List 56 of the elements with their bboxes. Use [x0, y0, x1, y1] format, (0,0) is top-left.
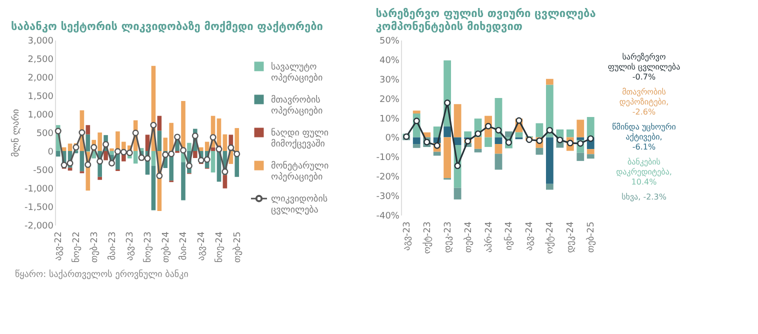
legend-label: სავალუტო ოპერაციები — [271, 61, 323, 84]
y-tick-label: 2,500 — [28, 55, 54, 65]
y-tick-label: -30% — [376, 192, 400, 202]
chart-title: სარეზერვო ფულის თვიური ცვლილება კომპონენტების მიხედვით — [376, 7, 596, 33]
x-tick-label: ნოე-24 — [214, 231, 225, 263]
x-tick-label: აგვ-24 — [525, 221, 536, 251]
chart-title: საბანკო სექტორის ლიკვიდობაზე მოქმედი ფაქტორები — [10, 20, 323, 33]
y-tick-label: -2,000 — [24, 222, 54, 232]
legend-label: მთავრობის ოპერაციები — [271, 94, 323, 116]
x-tick-label: ივნ-24 — [504, 221, 515, 250]
y-tick-label: -500 — [33, 166, 54, 176]
x-tick-label: თებ-24 — [160, 231, 172, 263]
x-tick-label: თებ-24 — [462, 221, 474, 253]
legend-label: ნაღდი ფული მიმოქცევაში — [271, 128, 329, 150]
x-tick-label: აგვ-23 — [126, 232, 136, 261]
x-tick-label: აგვ-23 — [402, 222, 412, 251]
text: მთავრობის დეპოზიტები, -2.6% — [619, 88, 669, 116]
x-tick-label: აგვ-24 — [197, 231, 208, 261]
x-tick-label: მაი-23 — [106, 232, 118, 260]
y-tick-label: 50% — [379, 36, 400, 46]
x-tick-label: ნოე-22 — [71, 232, 82, 263]
y-tick-label: 20% — [379, 94, 400, 105]
y-tick-label: -10% — [376, 153, 400, 164]
y-tick-label: 0% — [385, 134, 400, 144]
y-axis-title: მლნ ლარი — [10, 108, 22, 157]
y-tick-label: 1,500 — [28, 92, 54, 102]
y-tick-label: -40% — [376, 212, 400, 222]
legend-label: ლიკვიდობის ცვლილება — [271, 194, 328, 216]
y-tick-label: 3,000 — [28, 36, 54, 46]
text: წმინდა უცხოური აქტივები, -6.1% — [612, 122, 676, 152]
y-tick-label: 40% — [379, 56, 400, 66]
y-tick-label: 0 — [48, 148, 54, 158]
x-tick-label: თებ-25 — [232, 232, 243, 263]
y-tick-label: 500 — [36, 129, 54, 139]
x-tick-label: ოქტ-24 — [544, 221, 556, 254]
y-tick-label: 10% — [379, 114, 400, 124]
text: სარეზერვო ფულის ცვლილება -0.7% — [608, 52, 680, 82]
x-tick-label: დეკ-23 — [443, 222, 454, 253]
y-tick-label: 30% — [379, 75, 400, 86]
text: წყარო: საქართველოს ეროვნული ბანკი — [15, 269, 189, 280]
x-tick-label: მაი-24 — [178, 231, 190, 260]
y-tick-label: 1,000 — [28, 110, 54, 120]
x-tick-label: ოქტ-23 — [422, 222, 433, 254]
x-tick-label: დეკ-24 — [566, 221, 576, 253]
x-tick-label: აგვ-22 — [54, 232, 64, 261]
x-tick-label: თებ-23 — [88, 232, 100, 263]
y-tick-label: 2,000 — [28, 74, 54, 84]
text: სხვა, -2.3% — [622, 192, 667, 202]
x-tick-label: ნოე-23 — [142, 232, 154, 263]
x-tick-label: თებ-25 — [586, 222, 597, 253]
x-tick-label: აპრ-24 — [483, 221, 494, 253]
y-tick-label: -1,000 — [24, 184, 54, 194]
y-tick-label: -1,500 — [24, 203, 54, 213]
y-tick-label: -20% — [376, 172, 400, 183]
text: ბანკების დაკრედიტება, 10.4% — [616, 158, 672, 186]
legend-label: მონეტარული ოპერაციები — [271, 160, 329, 183]
